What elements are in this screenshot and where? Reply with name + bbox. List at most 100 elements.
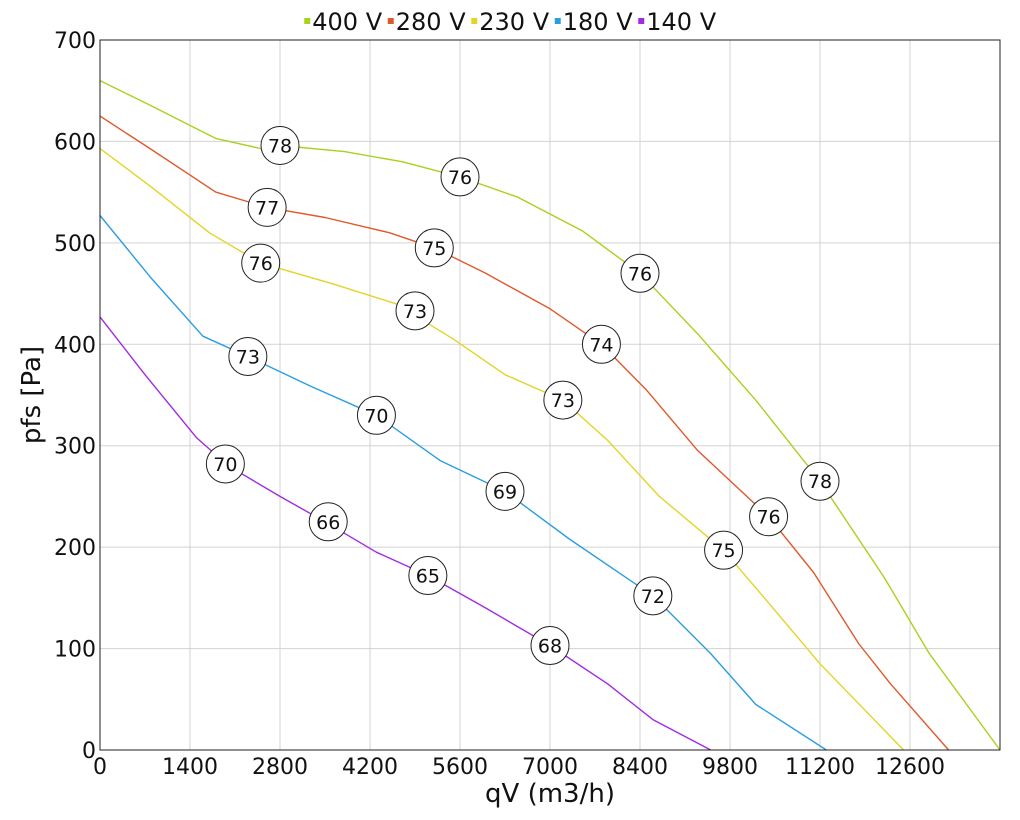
- data-marker-circle: [395, 291, 435, 331]
- y-tick-label: 600: [54, 130, 96, 155]
- data-marker-label: 66: [316, 512, 340, 534]
- plot-border: [99, 39, 1001, 751]
- data-marker-circle: [620, 253, 660, 293]
- legend-label: 180 V: [563, 8, 633, 36]
- data-marker: 75: [414, 228, 454, 268]
- data-marker: 72: [633, 576, 673, 616]
- x-tick-label: 12600: [875, 755, 945, 780]
- series-line-4: [99, 316, 712, 751]
- data-marker-label: 69: [493, 481, 517, 503]
- data-marker-label: 73: [236, 346, 260, 368]
- x-tick-label: 5600: [432, 755, 488, 780]
- y-tick-label: 700: [54, 29, 96, 54]
- legend-swatch: [638, 18, 645, 24]
- legend-item: 180 V: [554, 8, 633, 36]
- x-tick-label: 0: [93, 755, 107, 780]
- data-marker: 70: [205, 444, 245, 484]
- series-line-3: [99, 215, 827, 751]
- legend-label: 400 V: [312, 8, 382, 36]
- data-marker: 73: [543, 380, 583, 420]
- data-marker: 66: [308, 502, 348, 542]
- data-marker-label: 70: [364, 405, 388, 427]
- x-tick-label: 2800: [252, 755, 308, 780]
- legend-item: 400 V: [304, 8, 383, 36]
- data-marker-circle: [241, 243, 281, 283]
- data-marker-circle: [228, 336, 268, 376]
- data-marker: 76: [620, 253, 660, 293]
- data-marker: 76: [241, 243, 281, 283]
- x-ticks: 0 1400 2800 4200 5600 7000 8400 9800 11200 12600: [93, 755, 945, 780]
- marker-layer: 78 76 76 78 77 75 74 76 76 73 73 75 73 70 69 72 70 66 65 68: [205, 125, 840, 666]
- data-marker: 73: [228, 336, 268, 376]
- data-marker: 76: [440, 157, 480, 197]
- data-marker: 78: [260, 125, 300, 165]
- y-axis-title: pfs [Pa]: [17, 346, 47, 444]
- data-marker-circle: [800, 461, 840, 501]
- data-marker-label: 65: [416, 566, 440, 588]
- data-marker-label: 75: [422, 238, 446, 260]
- y-tick-label: 200: [54, 536, 96, 561]
- data-marker-circle: [633, 576, 673, 616]
- data-marker-label: 78: [268, 135, 292, 157]
- data-marker-circle: [408, 556, 448, 596]
- legend-item: 230 V: [471, 8, 550, 36]
- data-marker-circle: [749, 497, 789, 537]
- data-marker-circle: [308, 502, 348, 542]
- data-marker: 74: [581, 324, 621, 364]
- data-marker: 78: [800, 461, 840, 501]
- series-layer: [99, 79, 1001, 751]
- y-tick-label: 100: [54, 638, 96, 663]
- data-marker-label: 73: [551, 390, 575, 412]
- x-tick-label: 4200: [342, 755, 398, 780]
- legend-label: 280 V: [396, 8, 466, 36]
- legend-swatch: [471, 18, 478, 24]
- data-marker-circle: [260, 125, 300, 165]
- x-tick-label: 7000: [522, 755, 578, 780]
- data-marker: 75: [704, 530, 744, 570]
- data-marker-label: 70: [213, 454, 237, 476]
- data-marker-circle: [543, 380, 583, 420]
- data-marker-label: 73: [403, 301, 427, 323]
- data-marker-circle: [247, 187, 287, 227]
- legend-label: 230 V: [479, 8, 549, 36]
- data-marker-circle: [530, 626, 570, 666]
- x-axis-title: qV (m3/h): [485, 779, 615, 809]
- data-marker-label: 72: [641, 586, 665, 608]
- data-marker-label: 78: [808, 471, 832, 493]
- series-line-2: [99, 147, 905, 751]
- data-marker: 70: [356, 395, 396, 435]
- series-line-0: [99, 79, 1001, 751]
- data-marker-circle: [581, 324, 621, 364]
- data-marker-label: 77: [255, 197, 279, 219]
- y-tick-label: 0: [82, 739, 96, 764]
- data-marker: 68: [530, 626, 570, 666]
- data-marker-label: 76: [756, 507, 780, 529]
- legend-swatch: [387, 18, 394, 24]
- data-marker-label: 76: [628, 263, 652, 285]
- series-line-1: [99, 115, 950, 751]
- legend-swatch: [554, 18, 561, 24]
- data-marker-label: 68: [538, 636, 562, 658]
- legend-item: 280 V: [387, 8, 466, 36]
- y-ticks: 0 100 200 300 400 500 600 700: [54, 29, 96, 764]
- legend: 400 V 280 V 230 V 180 V 140 V: [304, 8, 717, 36]
- data-marker: 76: [749, 497, 789, 537]
- data-marker: 65: [408, 556, 448, 596]
- data-marker-circle: [485, 471, 525, 511]
- x-tick-label: 1400: [162, 755, 218, 780]
- data-marker: 77: [247, 187, 287, 227]
- data-marker-circle: [414, 228, 454, 268]
- y-tick-label: 300: [54, 435, 96, 460]
- x-tick-label: 11200: [785, 755, 855, 780]
- data-marker-circle: [356, 395, 396, 435]
- legend-label: 140 V: [646, 8, 716, 36]
- data-marker-circle: [205, 444, 245, 484]
- legend-swatch: [304, 18, 311, 24]
- data-marker-label: 76: [249, 253, 273, 275]
- y-tick-label: 500: [54, 232, 96, 257]
- x-tick-label: 9800: [702, 755, 758, 780]
- data-marker-label: 75: [711, 540, 735, 562]
- legend-item: 140 V: [638, 8, 717, 36]
- data-marker: 73: [395, 291, 435, 331]
